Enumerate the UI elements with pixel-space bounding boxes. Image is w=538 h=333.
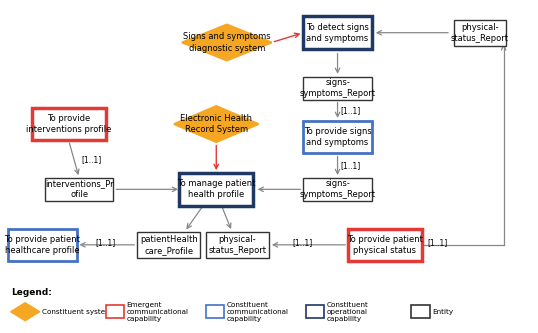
Text: physical-
status_Report: physical- status_Report [208, 235, 266, 255]
Polygon shape [174, 106, 258, 142]
Text: Constituent
operational
capability: Constituent operational capability [327, 302, 369, 322]
FancyBboxPatch shape [32, 108, 105, 141]
FancyBboxPatch shape [412, 305, 430, 318]
Polygon shape [182, 25, 272, 61]
Text: Constituent system: Constituent system [43, 309, 112, 315]
Text: Legend:: Legend: [11, 288, 52, 297]
Text: To provide patient
healthcare profile: To provide patient healthcare profile [4, 235, 80, 255]
FancyBboxPatch shape [206, 305, 224, 318]
Text: [1..1]: [1..1] [95, 238, 115, 247]
FancyBboxPatch shape [8, 228, 76, 261]
FancyBboxPatch shape [206, 232, 269, 258]
Polygon shape [11, 303, 40, 321]
Text: [1..1]: [1..1] [340, 106, 360, 115]
FancyBboxPatch shape [348, 228, 422, 261]
FancyBboxPatch shape [303, 178, 372, 201]
Text: interventions_Pr
ofile: interventions_Pr ofile [45, 179, 114, 199]
Text: [1..1]: [1..1] [427, 238, 448, 247]
Text: [1..1]: [1..1] [82, 155, 102, 164]
FancyBboxPatch shape [303, 77, 372, 100]
Text: Electronic Health
Record System: Electronic Health Record System [180, 114, 252, 134]
FancyBboxPatch shape [45, 178, 114, 201]
Text: To detect signs
and symptoms: To detect signs and symptoms [306, 23, 369, 43]
Text: [1..1]: [1..1] [340, 162, 360, 170]
FancyBboxPatch shape [303, 16, 372, 49]
Text: To provide signs
and symptoms: To provide signs and symptoms [303, 127, 371, 147]
Text: signs-
symptoms_Report: signs- symptoms_Report [300, 179, 376, 199]
Text: signs-
symptoms_Report: signs- symptoms_Report [300, 78, 376, 98]
Text: physical-
status_Report: physical- status_Report [451, 23, 509, 43]
Text: To provide
interventions profile: To provide interventions profile [26, 114, 111, 134]
Text: To manage patient
health profile: To manage patient health profile [177, 179, 256, 199]
Text: Constituent
communicational
capability: Constituent communicational capability [227, 302, 289, 322]
FancyBboxPatch shape [105, 305, 124, 318]
FancyBboxPatch shape [303, 121, 372, 154]
FancyBboxPatch shape [137, 232, 201, 258]
FancyBboxPatch shape [179, 173, 253, 206]
FancyBboxPatch shape [454, 20, 506, 46]
Text: To provide patient
physical status: To provide patient physical status [347, 235, 423, 255]
FancyBboxPatch shape [306, 305, 324, 318]
Text: Signs and symptoms
diagnostic system: Signs and symptoms diagnostic system [183, 32, 271, 53]
Text: [1..1]: [1..1] [293, 238, 313, 247]
Text: Entity: Entity [433, 309, 454, 315]
Text: patientHealth
care_Profile: patientHealth care_Profile [140, 235, 197, 255]
Text: Emergent
communicational
capability: Emergent communicational capability [126, 302, 189, 322]
